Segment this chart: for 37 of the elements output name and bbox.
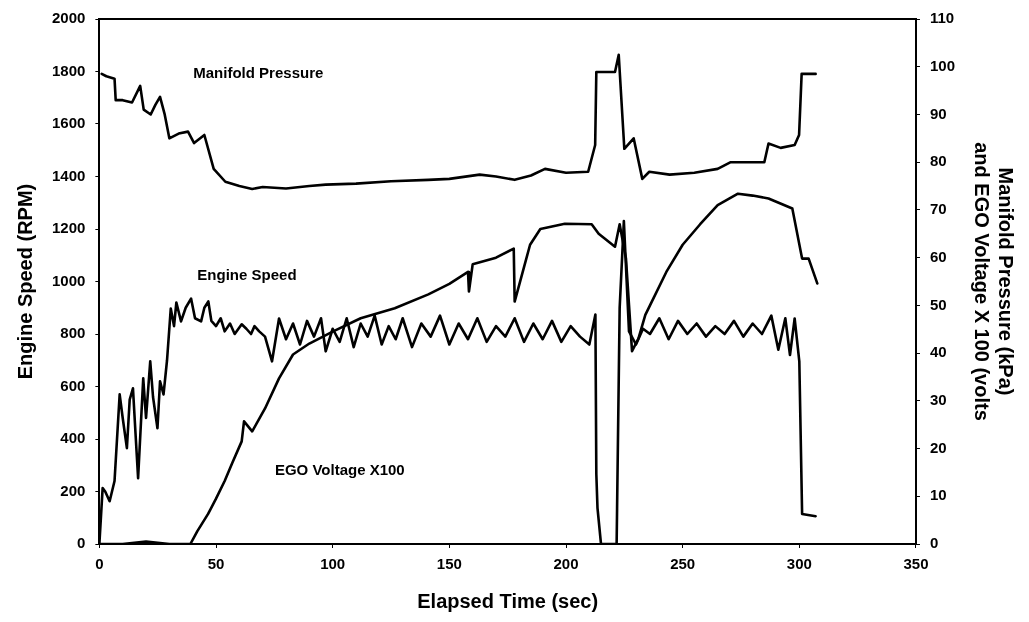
y-tick-label: 1800: [51, 61, 86, 79]
y-tick-label: 600: [60, 376, 86, 394]
y2-tick-label: 10: [929, 486, 947, 504]
x-tick-label: 100: [320, 555, 346, 573]
x-tick-label: 300: [786, 555, 812, 573]
x-tick-label: 200: [553, 555, 579, 573]
x-tick-label: 250: [670, 555, 696, 573]
y2-tick-label: 80: [929, 152, 947, 170]
x-tick-label: 0: [95, 555, 104, 573]
y-tick-label: 2000: [51, 9, 86, 27]
y-tick-label: 200: [60, 481, 86, 499]
y2-axis-title: Manifold Pressure (kPa) and EGO Voltage X 100 (volts: [971, 142, 1018, 421]
x-tick-label: 350: [903, 555, 929, 573]
y-tick-label: 0: [77, 534, 86, 552]
y2-tick-label: 90: [929, 104, 947, 122]
y-tick-label: 1200: [51, 219, 86, 237]
y-tick-label: 1600: [51, 114, 86, 132]
text: Manifold Pressure: [193, 64, 324, 82]
y-tick-label: 400: [60, 429, 86, 447]
y2-tick-label: 0: [929, 534, 939, 552]
y2-tick-label: 70: [929, 200, 947, 218]
y2-tick-label: 60: [929, 247, 947, 265]
y2-tick-label: 110: [929, 9, 955, 27]
x-tick-label: 50: [207, 555, 225, 573]
y2-tick-label: 100: [929, 56, 955, 74]
y-tick-label: 1000: [51, 271, 86, 289]
series-label: Engine Speed: [197, 266, 297, 284]
y-axis-title: Engine Speed (RPM): [13, 183, 36, 380]
y2-tick-label: 20: [929, 438, 947, 456]
y2-tick-label: 50: [929, 295, 947, 313]
text: EGO Voltage X100: [274, 460, 405, 478]
y2-tick-label: 30: [929, 390, 947, 408]
x-tick-label: 150: [436, 555, 462, 573]
y2-tick-label: 40: [929, 343, 947, 361]
x-axis-title: Elapsed Time (sec): [417, 589, 599, 612]
y-tick-label: 1400: [51, 166, 86, 184]
y-tick-label: 800: [60, 324, 86, 342]
